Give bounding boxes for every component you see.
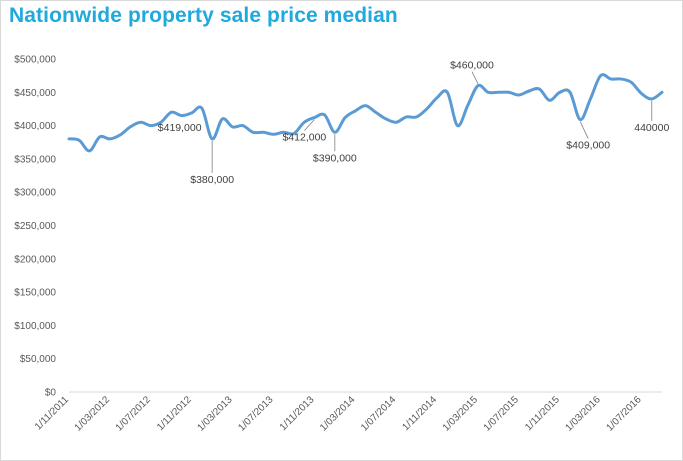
x-tick-label: 1/07/2014 (359, 394, 399, 434)
data-label: $380,000 (190, 174, 234, 186)
data-label: 440000 (634, 122, 669, 134)
y-axis: $0 $50,000 $100,000 $150,000 $200,000 $250,00… (14, 55, 56, 399)
data-label-leader (304, 119, 315, 131)
data-label: $390,000 (313, 152, 357, 164)
x-tick-label: 1/11/2013 (278, 394, 317, 433)
x-tick-label: 1/07/2012 (114, 394, 154, 434)
y-tick-label: $250,000 (14, 221, 56, 232)
x-tick-label: 1/11/2015 (523, 394, 562, 433)
x-axis: 1/11/2011 1/03/2012 1/07/2012 1/11/2012 1/03… (33, 391, 662, 434)
y-tick-label: $200,000 (14, 254, 56, 265)
y-tick-label: $0 (45, 388, 57, 399)
data-label: $412,000 (282, 132, 326, 144)
x-tick-label: 1/07/2013 (236, 394, 276, 434)
data-label: $409,000 (566, 140, 610, 152)
x-tick-label: 1/03/2016 (564, 394, 604, 434)
data-label: $460,000 (450, 60, 494, 72)
y-tick-label: $500,000 (14, 55, 56, 66)
x-tick-label: 1/11/2014 (400, 394, 439, 433)
series-line (67, 73, 664, 153)
x-tick-label: 1/07/2016 (604, 394, 644, 434)
y-tick-label: $450,000 (14, 88, 56, 99)
y-tick-label: $50,000 (20, 354, 57, 365)
x-tick-label: 1/03/2015 (441, 394, 481, 434)
plot-area (67, 73, 664, 153)
y-tick-label: $150,000 (14, 288, 56, 299)
data-label-leader (471, 71, 479, 84)
data-labels: $419,000 $380,000 $412,000 $390,000 $460,000… (158, 60, 670, 186)
x-tick-label: 1/03/2014 (318, 394, 358, 434)
x-tick-label: 1/03/2012 (73, 394, 113, 434)
x-tick-label: 1/03/2013 (195, 394, 235, 434)
y-tick-label: $100,000 (14, 321, 56, 332)
y-tick-label: $400,000 (14, 121, 56, 132)
y-tick-label: $300,000 (14, 188, 56, 199)
chart-title: Nationwide property sale price median (9, 4, 398, 27)
x-tick-label: 1/11/2012 (155, 394, 194, 433)
x-tick-label: 1/11/2011 (33, 394, 71, 432)
data-label-leader (579, 121, 589, 139)
y-tick-label: $350,000 (14, 154, 56, 165)
data-label: $419,000 (158, 122, 202, 134)
x-tick-label: 1/07/2015 (482, 394, 522, 434)
